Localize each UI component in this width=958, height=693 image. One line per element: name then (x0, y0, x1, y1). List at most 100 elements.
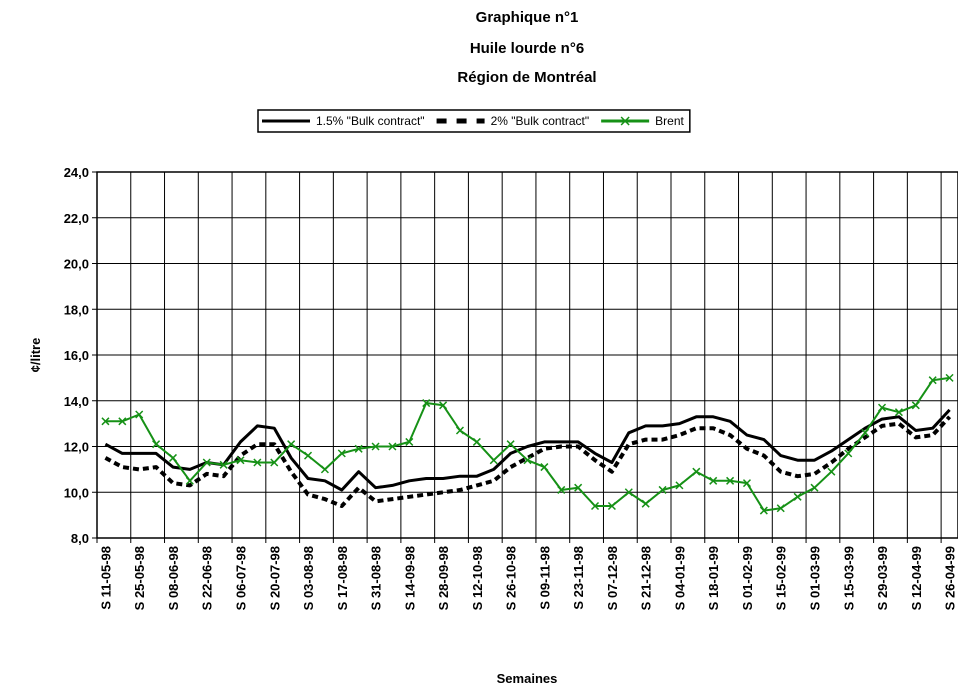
y-axis-label: ¢/litre (28, 338, 43, 373)
marker (574, 483, 583, 492)
marker (506, 440, 515, 449)
marker (472, 437, 481, 446)
legend-marker (620, 116, 630, 126)
marker (894, 408, 903, 417)
marker (658, 485, 667, 494)
x-tick-label: S 09-11-98 (537, 546, 552, 610)
series-line (104, 415, 952, 508)
series-line (104, 408, 951, 492)
marker (455, 426, 465, 435)
legend-label: 1.5% "Bulk contract" (316, 114, 425, 128)
x-tick-label: S 07-12-98 (605, 546, 620, 610)
y-tick-label: 18,0 (64, 302, 89, 317)
x-tick-label: S 26-10-98 (504, 546, 519, 610)
x-tick-label: S 03-08-98 (301, 546, 316, 610)
marker (641, 499, 650, 508)
chart-title: Graphique n°1 (476, 9, 579, 26)
marker (202, 458, 211, 467)
marker (692, 467, 701, 476)
marker (236, 456, 245, 465)
marker (540, 463, 549, 472)
marker (101, 417, 110, 426)
marker (861, 428, 870, 437)
chart-subtitle: Région de Montréal (457, 69, 596, 86)
x-tick-label: S 18-01-99 (706, 546, 721, 610)
marker (557, 485, 566, 494)
marker (489, 456, 498, 465)
marker (523, 456, 532, 465)
marker (877, 403, 887, 412)
x-tick-label: S 17-08-98 (335, 546, 350, 610)
marker (776, 504, 785, 513)
x-tick-label: S 01-03-99 (808, 546, 823, 610)
x-tick-label: S 06-07-98 (234, 546, 249, 610)
marker (354, 444, 363, 453)
marker (709, 476, 718, 485)
y-tick-label: 10,0 (64, 485, 89, 500)
marker (827, 467, 836, 476)
legend: 1.5% "Bulk contract" 2% "Bulk contract" Br… (257, 109, 691, 133)
legend-label: Brent (655, 114, 684, 128)
x-tick-label: S 23-11-98 (571, 546, 586, 610)
x-tick-label: S 20-07-98 (267, 546, 282, 610)
x-tick-label: S 25-05-98 (132, 546, 147, 610)
marker (928, 376, 937, 385)
marker (118, 417, 127, 426)
x-tick-label: S 12-04-99 (909, 546, 924, 610)
marker (726, 476, 735, 485)
marker (371, 442, 380, 451)
x-tick-label: S 21-12-98 (639, 546, 654, 610)
marker (287, 440, 296, 449)
marker (675, 481, 684, 490)
x-tick-label: S 08-06-98 (166, 546, 181, 610)
x-axis-label: Semaines (497, 671, 558, 686)
marker (607, 501, 616, 511)
x-tick-label: S 15-02-99 (774, 546, 789, 610)
x-tick-label: S 15-03-99 (841, 546, 856, 610)
x-tick-label: S 28-09-98 (436, 546, 451, 610)
y-tick-label: 24,0 (64, 165, 89, 180)
marker (168, 453, 178, 462)
x-tick-label: S 22-06-98 (200, 546, 215, 610)
marker (135, 410, 144, 419)
x-tick-label: S 12-10-98 (470, 546, 485, 610)
x-tick-label: S 29-03-99 (875, 546, 890, 610)
x-tick-label: S 01-02-99 (740, 546, 755, 610)
legend-label: 2% "Bulk contract" (491, 114, 590, 128)
marker (422, 399, 431, 408)
marker (439, 401, 448, 410)
marker (337, 449, 346, 458)
marker (759, 506, 768, 515)
y-tick-label: 22,0 (64, 211, 89, 226)
marker (388, 442, 397, 451)
x-tick-label: S 11-05-98 (98, 546, 113, 610)
x-tick-label: S 14-09-98 (402, 546, 417, 610)
marker (624, 488, 633, 497)
y-tick-label: 12,0 (64, 440, 89, 455)
marker (911, 401, 920, 410)
x-tick-label: S 04-01-99 (672, 546, 687, 610)
marker (320, 465, 329, 474)
marker (405, 437, 414, 446)
marker (152, 440, 161, 449)
marker (270, 458, 279, 467)
y-tick-label: 14,0 (64, 394, 89, 409)
marker (844, 449, 853, 458)
chart-subtitle: Huile lourde n°6 (470, 40, 584, 57)
marker (810, 483, 819, 492)
x-tick-label: S 26-04-99 (943, 546, 958, 610)
marker (793, 492, 802, 501)
marker (253, 458, 262, 467)
legend-box (257, 109, 691, 133)
marker (303, 451, 313, 460)
plot-frame (96, 171, 958, 539)
marker (185, 476, 194, 485)
x-tick-label: S 31-08-98 (369, 546, 384, 610)
y-tick-label: 16,0 (64, 348, 89, 363)
marker (590, 501, 600, 511)
y-tick-label: 20,0 (64, 257, 89, 272)
marker (945, 373, 954, 382)
marker (742, 479, 752, 488)
